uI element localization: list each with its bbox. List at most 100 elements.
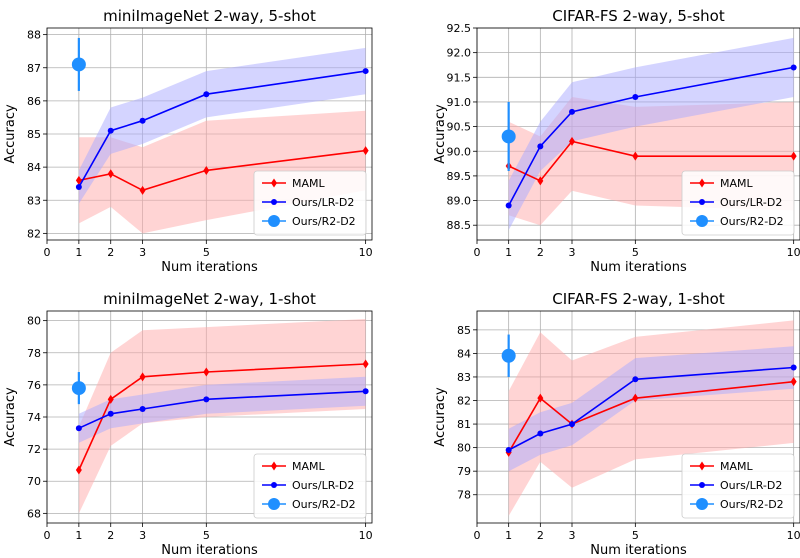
y-tick-label: 92.0 bbox=[447, 47, 472, 60]
y-tick-label: 70 bbox=[27, 475, 41, 488]
legend-label: Ours/R2-D2 bbox=[720, 215, 784, 228]
y-tick-label: 87 bbox=[27, 62, 41, 75]
legend-label: Ours/R2-D2 bbox=[720, 498, 784, 511]
legend: MAML Ours/LR-D2 Ours/R2-D2 bbox=[254, 454, 366, 518]
y-tick-label: 90.5 bbox=[447, 121, 472, 134]
legend-label: Ours/LR-D2 bbox=[292, 479, 354, 492]
legend-marker bbox=[271, 482, 277, 488]
y-tick-label: 84 bbox=[27, 161, 41, 174]
x-tick-label: 2 bbox=[107, 529, 114, 542]
y-tick-label: 86 bbox=[27, 95, 41, 108]
data-point bbox=[108, 411, 114, 417]
legend-marker bbox=[699, 199, 705, 205]
y-axis-label: Accuracy bbox=[433, 104, 448, 164]
x-tick-label: 5 bbox=[632, 246, 639, 259]
y-axis-label: Accuracy bbox=[433, 387, 448, 447]
x-tick-label: 10 bbox=[787, 529, 800, 542]
y-tick-label: 78 bbox=[27, 347, 41, 360]
y-tick-label: 80 bbox=[27, 315, 41, 328]
legend-label: Ours/LR-D2 bbox=[292, 196, 354, 209]
legend-marker bbox=[268, 215, 280, 227]
chart-title: miniImageNet 2-way, 1-shot bbox=[103, 290, 316, 308]
y-tick-label: 85 bbox=[457, 324, 471, 337]
x-axis-label: Num iterations bbox=[161, 260, 258, 275]
data-point bbox=[569, 421, 575, 427]
data-point bbox=[108, 128, 114, 134]
y-tick-label: 76 bbox=[27, 379, 41, 392]
chart-panel-1: 0 1 2 3 5 10 82 83 84 85 86 87 88 miniImageNet 2-way,… bbox=[3, 7, 373, 275]
x-tick-label: 10 bbox=[359, 529, 373, 542]
x-tick-label: 1 bbox=[75, 246, 82, 259]
legend-label: Ours/LR-D2 bbox=[720, 196, 782, 209]
legend-marker bbox=[268, 498, 280, 510]
data-point bbox=[76, 425, 82, 431]
chart-panel-2: 0 1 2 3 5 10 88.5 89.0 89.5 90.0 90.5 91.0 91.5 92.0 9… bbox=[433, 7, 800, 275]
y-tick-label: 91.5 bbox=[447, 71, 472, 84]
x-tick-label: 1 bbox=[75, 529, 82, 542]
x-tick-label: 0 bbox=[44, 246, 51, 259]
legend-marker bbox=[699, 482, 705, 488]
chart-panel-4: 0 1 2 3 5 10 78 79 80 81 82 83 84 85 CIFAR-FS 2-way, 1… bbox=[433, 290, 800, 558]
data-point bbox=[140, 406, 146, 412]
chart-title: CIFAR-FS 2-way, 1-shot bbox=[552, 290, 725, 308]
x-tick-label: 2 bbox=[107, 246, 114, 259]
legend-marker bbox=[696, 498, 708, 510]
data-point bbox=[502, 349, 516, 363]
legend-marker bbox=[271, 199, 277, 205]
x-axis-label: Num iterations bbox=[590, 260, 687, 275]
x-tick-label: 5 bbox=[632, 529, 639, 542]
data-point bbox=[537, 430, 543, 436]
legend-label: Ours/LR-D2 bbox=[720, 479, 782, 492]
x-tick-label: 3 bbox=[569, 529, 576, 542]
y-tick-label: 91.0 bbox=[447, 96, 472, 109]
data-point bbox=[203, 91, 209, 97]
y-tick-label: 89.0 bbox=[447, 195, 472, 208]
y-tick-label: 78 bbox=[457, 489, 471, 502]
x-tick-label: 3 bbox=[139, 246, 146, 259]
y-axis-label: Accuracy bbox=[3, 387, 18, 447]
y-tick-label: 89.5 bbox=[447, 170, 472, 183]
x-tick-label: 3 bbox=[139, 529, 146, 542]
x-tick-label: 5 bbox=[203, 246, 210, 259]
x-tick-label: 1 bbox=[505, 246, 512, 259]
legend-label: MAML bbox=[292, 460, 326, 473]
y-tick-label: 85 bbox=[27, 128, 41, 141]
data-point bbox=[506, 447, 512, 453]
x-tick-label: 5 bbox=[203, 529, 210, 542]
data-point bbox=[791, 64, 797, 70]
y-tick-label: 88.5 bbox=[447, 219, 472, 232]
legend-label: Ours/R2-D2 bbox=[292, 498, 356, 511]
y-tick-label: 72 bbox=[27, 443, 41, 456]
legend: MAML Ours/LR-D2 Ours/R2-D2 bbox=[682, 454, 794, 518]
data-point bbox=[791, 365, 797, 371]
data-point bbox=[140, 118, 146, 124]
y-tick-label: 84 bbox=[457, 347, 471, 360]
x-tick-label: 2 bbox=[537, 246, 544, 259]
y-tick-label: 80 bbox=[457, 442, 471, 455]
data-point bbox=[569, 109, 575, 115]
legend: MAML Ours/LR-D2 Ours/R2-D2 bbox=[682, 171, 794, 235]
x-tick-label: 1 bbox=[505, 529, 512, 542]
y-tick-label: 82 bbox=[457, 395, 471, 408]
data-point bbox=[76, 184, 82, 190]
data-point bbox=[363, 68, 369, 74]
data-point bbox=[632, 94, 638, 100]
x-axis-label: Num iterations bbox=[590, 543, 687, 558]
legend-label: MAML bbox=[720, 460, 754, 473]
data-point bbox=[502, 129, 516, 143]
y-axis-label: Accuracy bbox=[3, 104, 18, 164]
data-point bbox=[363, 388, 369, 394]
data-point bbox=[72, 57, 86, 71]
x-tick-label: 0 bbox=[44, 529, 51, 542]
data-point bbox=[537, 143, 543, 149]
y-tick-label: 92.5 bbox=[447, 22, 472, 35]
x-tick-label: 3 bbox=[569, 246, 576, 259]
legend-label: MAML bbox=[720, 177, 754, 190]
legend-marker bbox=[696, 215, 708, 227]
y-tick-label: 90.0 bbox=[447, 145, 472, 158]
x-axis-label: Num iterations bbox=[161, 543, 258, 558]
data-point bbox=[72, 381, 86, 395]
data-point bbox=[203, 396, 209, 402]
data-point bbox=[632, 376, 638, 382]
